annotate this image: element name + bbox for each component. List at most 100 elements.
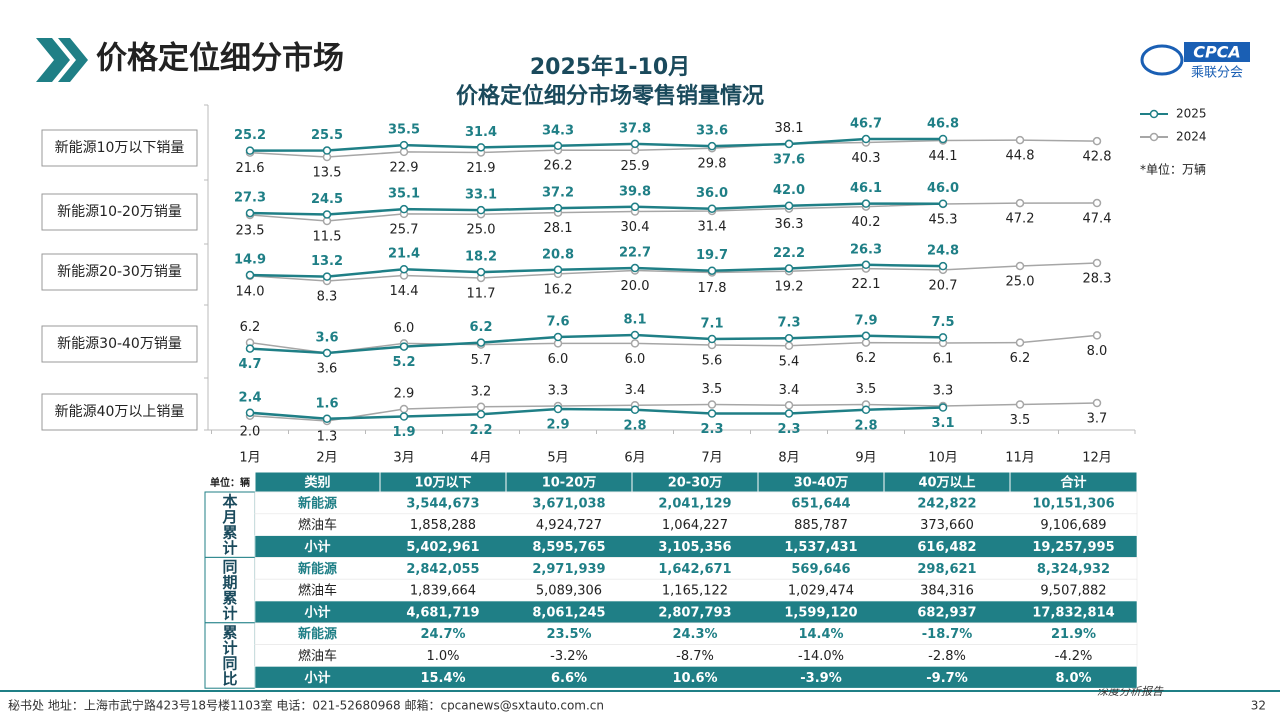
- data-label: 2.4: [238, 390, 261, 405]
- cell-text: 14.4%: [798, 627, 843, 642]
- point: [553, 332, 563, 342]
- logo-box: [1184, 42, 1250, 62]
- series-line: [249, 139, 1098, 158]
- point: [1015, 338, 1025, 347]
- point: [476, 338, 486, 347]
- point: [707, 409, 717, 418]
- data-label: 3.4: [779, 383, 800, 398]
- point: [707, 266, 717, 275]
- point: [476, 143, 486, 152]
- point: [322, 210, 332, 219]
- data-label: 6.2: [1010, 351, 1031, 366]
- point: [938, 333, 948, 342]
- point: [399, 204, 409, 214]
- cell-text: -9.7%: [926, 671, 967, 686]
- cell-text: 10.6%: [672, 671, 717, 686]
- cell-text: 9,507,882: [1040, 584, 1106, 599]
- point: [630, 405, 640, 414]
- cell-text: 15.4%: [420, 671, 465, 686]
- footer-contact: 秘书处 地址：上海市武宁路423号18号楼1103室 电话：021-526809…: [8, 698, 604, 713]
- data-label: 40.2: [852, 215, 881, 230]
- point: [784, 409, 794, 418]
- data-label: 37.2: [542, 186, 574, 201]
- panel-label: 新能源10万以下销量: [55, 140, 185, 156]
- point: [707, 334, 717, 344]
- series-line: [249, 402, 1098, 422]
- page-title: 价格定位细分市场: [96, 41, 344, 77]
- data-label: 13.5: [313, 166, 342, 181]
- group-label-char: 月: [221, 507, 237, 525]
- data-label: 3.7: [1087, 412, 1108, 427]
- cell-text: 新能源: [298, 495, 337, 511]
- point: [707, 141, 717, 151]
- cell-text: -8.7%: [676, 649, 714, 664]
- data-label: 33.1: [465, 188, 497, 203]
- data-label: 3.5: [856, 382, 877, 397]
- data-label: 37.6: [773, 152, 805, 167]
- data-label: 20.0: [621, 279, 650, 294]
- point: [322, 348, 332, 358]
- data-label: 13.2: [311, 254, 343, 269]
- data-label: 19.7: [696, 248, 728, 263]
- group-label-char: 同: [222, 557, 237, 575]
- series-line: [249, 202, 1098, 222]
- x-tick-label: 12月: [1082, 451, 1112, 466]
- data-label: 2.0: [240, 424, 261, 439]
- cell-text: 2,807,793: [658, 605, 731, 620]
- cell-text: 1,064,227: [662, 518, 728, 533]
- data-label: 11.5: [313, 230, 342, 245]
- data-label: 25.9: [621, 159, 650, 174]
- legend-label: 2024: [1176, 130, 1207, 144]
- cell-text: -18.7%: [922, 627, 973, 642]
- panel-label: 新能源30-40万销量: [57, 336, 182, 352]
- data-label: 2.3: [777, 422, 800, 437]
- data-label: 2.9: [394, 387, 415, 402]
- cell-text: 242,822: [917, 496, 976, 511]
- point: [476, 205, 486, 215]
- cell-text: 17,832,814: [1032, 605, 1114, 620]
- data-label: 5.6: [702, 354, 723, 369]
- data-label: 22.9: [390, 160, 419, 175]
- data-label: 1.9: [392, 425, 415, 440]
- cell-text: 8,061,245: [532, 605, 605, 620]
- point: [630, 202, 640, 212]
- point: [707, 400, 717, 409]
- point: [322, 146, 332, 155]
- cell-text: 3,671,038: [532, 496, 605, 511]
- cell-text: 1,537,431: [784, 540, 857, 555]
- series-line: [249, 263, 944, 278]
- data-label: 33.6: [696, 124, 728, 139]
- data-label: 2.9: [546, 418, 569, 433]
- data-label: 7.9: [854, 313, 877, 328]
- data-label: 25.2: [234, 128, 266, 143]
- header-text: 类别: [304, 475, 330, 491]
- data-label: 26.3: [850, 242, 882, 257]
- data-label: 29.8: [698, 157, 727, 172]
- data-label: 44.1: [929, 149, 958, 164]
- point: [553, 203, 563, 213]
- point: [784, 401, 794, 410]
- point: [399, 140, 409, 150]
- data-label: 6.2: [240, 320, 261, 335]
- point: [322, 414, 332, 423]
- data-label: 2.8: [623, 418, 646, 433]
- point: [399, 264, 409, 274]
- x-tick-label: 10月: [928, 451, 958, 466]
- data-label: 21.6: [236, 161, 265, 176]
- point: [630, 263, 640, 273]
- point: [630, 330, 640, 340]
- data-label: 37.8: [619, 121, 651, 136]
- point: [245, 270, 255, 280]
- data-label: 47.2: [1006, 212, 1035, 227]
- panel-label: 新能源20-30万销量: [57, 264, 182, 280]
- point: [553, 265, 563, 274]
- data-label: 14.9: [234, 253, 266, 268]
- data-label: 25.5: [311, 128, 343, 143]
- row-bg: [254, 666, 1138, 689]
- data-label: 6.2: [469, 320, 492, 335]
- cell-text: 燃油车: [298, 648, 337, 664]
- data-label: 3.5: [702, 382, 723, 397]
- point: [1015, 135, 1025, 145]
- point: [476, 267, 486, 277]
- data-label: 42.8: [1083, 150, 1112, 165]
